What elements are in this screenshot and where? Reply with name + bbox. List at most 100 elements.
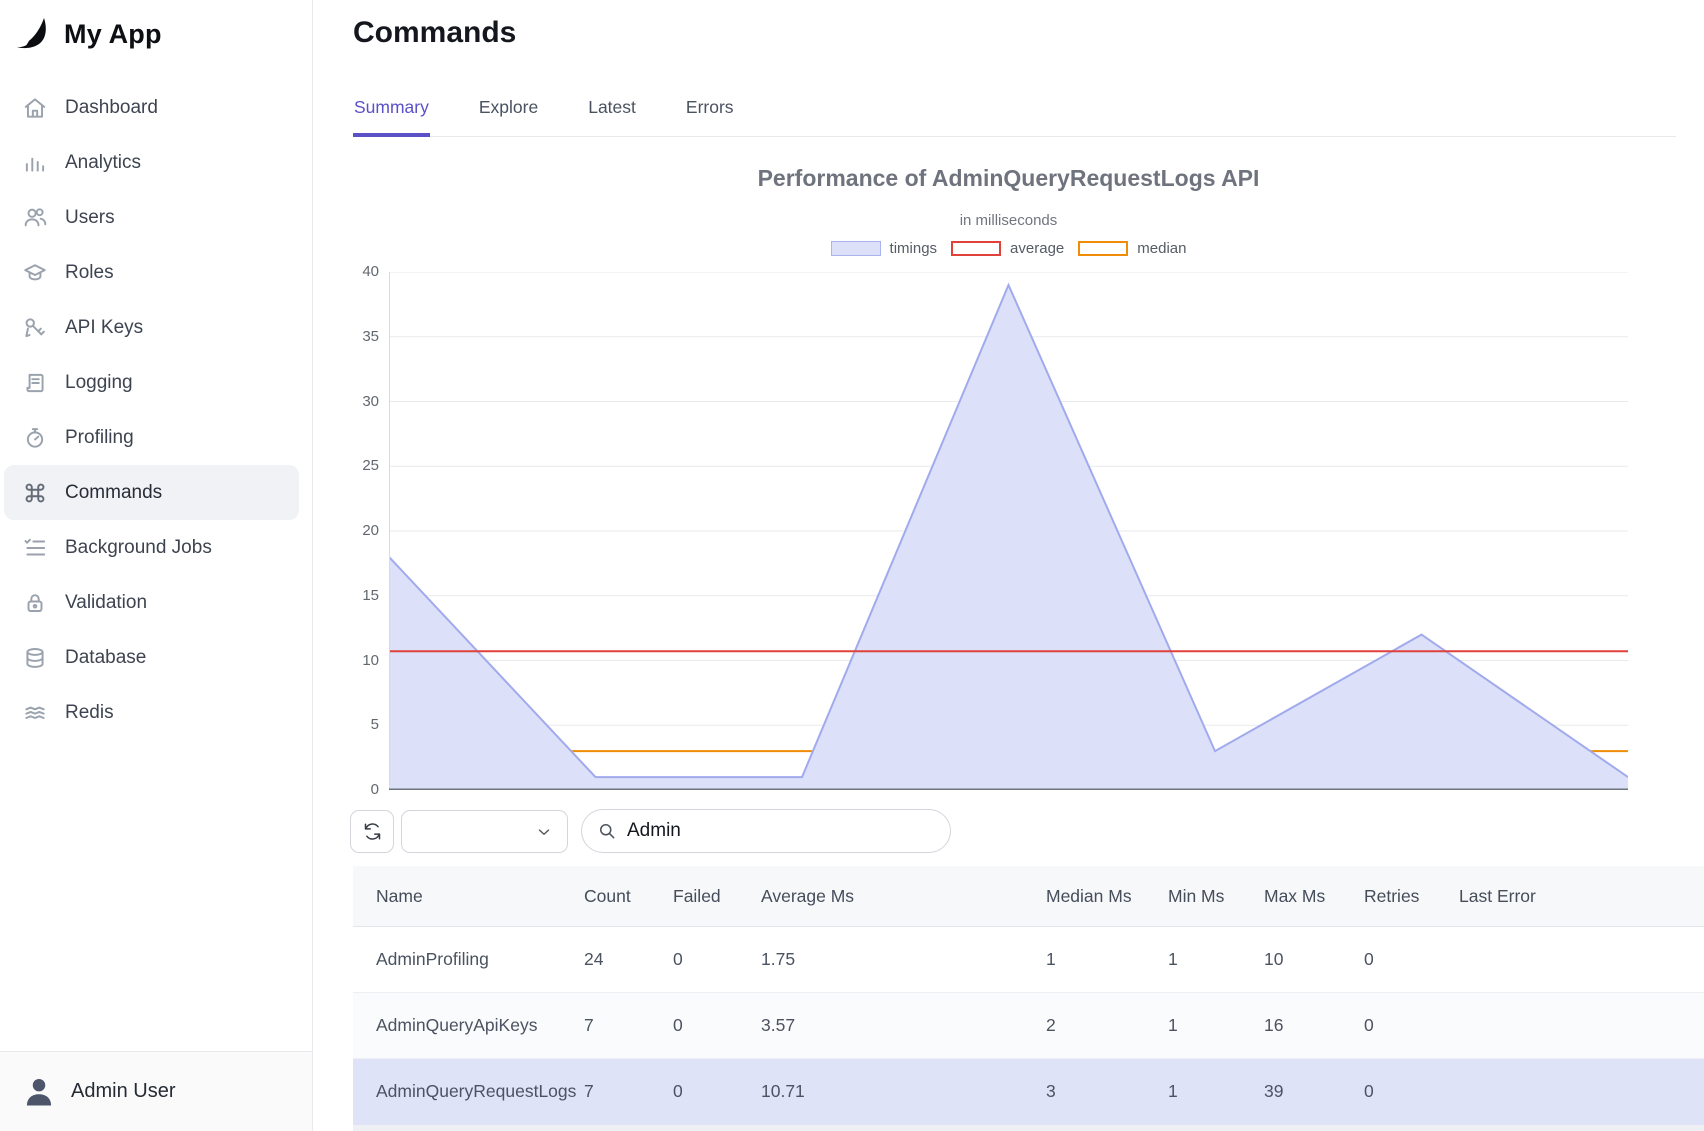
cell-retries: 0: [1364, 1081, 1374, 1101]
sidebar-item-label: Logging: [65, 371, 133, 393]
tab-bar: Summary Explore Latest Errors: [353, 97, 1676, 137]
sidebar-item-background-jobs[interactable]: Background Jobs: [4, 520, 299, 575]
sidebar-user[interactable]: Admin User: [0, 1051, 312, 1131]
search-box: [581, 809, 951, 853]
table-row[interactable]: AdminQueryRequestLogs 7 0 10.71 3 1 39 0: [353, 1059, 1704, 1125]
y-axis-label: 20: [362, 522, 379, 539]
sidebar-item-label: Validation: [65, 591, 148, 613]
main-content: Commands Summary Explore Latest Errors Perf…: [314, 0, 1704, 1131]
next-row-edge: [353, 1125, 1704, 1131]
legend-label: average: [1010, 240, 1065, 257]
sidebar-item-label: Database: [65, 646, 147, 668]
search-icon: [600, 824, 615, 839]
cell-max-ms: 10: [1264, 949, 1284, 969]
table-row[interactable]: AdminProfiling 24 0 1.75 1 1 10 0: [353, 927, 1704, 993]
page-title: Commands: [353, 16, 517, 49]
legend-swatch-median: [1078, 241, 1129, 256]
legend-label: timings: [889, 240, 938, 257]
sidebar-item-label: Dashboard: [65, 96, 158, 118]
cell-name: AdminProfiling: [376, 949, 489, 969]
sidebar-item-label: Profiling: [65, 426, 134, 448]
sidebar-item-users[interactable]: Users: [4, 190, 299, 245]
cell-average-ms: 1.75: [761, 949, 796, 969]
legend-swatch-timings: [830, 241, 881, 256]
cell-name: AdminQueryApiKeys: [376, 1015, 538, 1035]
legend-item-average[interactable]: average: [951, 240, 1064, 257]
cell-median-ms: 1: [1046, 949, 1056, 969]
sidebar-item-label: Commands: [65, 481, 163, 503]
table-header-row: Name Count Failed Average Ms Median Ms Min Ms…: [353, 866, 1704, 927]
sidebar: My App Dashboard Analytics Users Roles API K…: [0, 0, 313, 1131]
app-title: My App: [64, 18, 162, 49]
key-icon: [22, 315, 48, 341]
cell-retries: 0: [1364, 949, 1374, 969]
cell-failed: 0: [673, 949, 683, 969]
table-row[interactable]: AdminQueryApiKeys 7 0 3.57 2 1 16 0: [353, 993, 1704, 1059]
cell-retries: 0: [1364, 1015, 1374, 1035]
column-header-max-ms: Max Ms: [1264, 885, 1326, 906]
sidebar-item-validation[interactable]: Validation: [4, 575, 299, 630]
tab-errors[interactable]: Errors: [685, 97, 734, 117]
user-name: Admin User: [71, 1080, 176, 1102]
sidebar-item-redis[interactable]: Redis: [4, 685, 299, 740]
cell-max-ms: 39: [1264, 1081, 1284, 1101]
legend-swatch-average: [951, 241, 1002, 256]
home-icon: [22, 95, 48, 121]
legend-item-median[interactable]: median: [1078, 240, 1186, 257]
sidebar-item-label: Users: [65, 206, 115, 228]
app-logo[interactable]: My App: [13, 13, 162, 55]
bar-chart-icon: [22, 150, 48, 176]
tab-explore[interactable]: Explore: [478, 97, 539, 117]
sidebar-item-analytics[interactable]: Analytics: [4, 135, 299, 190]
legend-item-timings[interactable]: timings: [830, 240, 938, 257]
checklist-icon: [22, 535, 48, 561]
sidebar-item-commands[interactable]: Commands: [4, 465, 299, 520]
cell-count: 7: [584, 1015, 594, 1035]
column-header-last-error: Last Error: [1459, 885, 1536, 906]
filter-select[interactable]: [401, 810, 568, 853]
cell-max-ms: 16: [1264, 1015, 1284, 1035]
chevron-down-icon: [538, 828, 550, 835]
y-axis-label: 15: [362, 586, 379, 604]
users-icon: [22, 205, 48, 231]
cell-count: 7: [584, 1081, 594, 1101]
refresh-button[interactable]: [350, 810, 394, 853]
chart-subtitle: in milliseconds: [959, 212, 1058, 229]
cell-min-ms: 1: [1168, 1015, 1178, 1035]
sidebar-item-roles[interactable]: Roles: [4, 245, 299, 300]
sidebar-item-api-keys[interactable]: API Keys: [4, 300, 299, 355]
sidebar-item-label: Redis: [65, 701, 114, 723]
sidebar-item-profiling[interactable]: Profiling: [4, 410, 299, 465]
y-axis-label: 5: [370, 716, 379, 734]
search-input[interactable]: [627, 820, 935, 842]
sidebar-item-label: Analytics: [65, 151, 142, 173]
y-axis-label: 0: [370, 781, 379, 798]
cell-failed: 0: [673, 1081, 683, 1101]
performance-chart: [389, 272, 1628, 790]
column-header-name: Name: [376, 885, 423, 906]
lock-icon: [22, 590, 48, 616]
y-axis-label: 40: [362, 263, 379, 280]
commands-table: Name Count Failed Average Ms Median Ms Min Ms…: [353, 866, 1704, 1131]
refresh-icon: [364, 823, 380, 840]
cell-count: 24: [584, 949, 604, 969]
cell-min-ms: 1: [1168, 1081, 1178, 1101]
tab-latest[interactable]: Latest: [588, 97, 636, 117]
chart-legend: timings average median: [389, 240, 1628, 257]
cell-name: AdminQueryRequestLogs: [376, 1081, 577, 1101]
sidebar-item-label: API Keys: [65, 316, 144, 338]
sidebar-item-dashboard[interactable]: Dashboard: [4, 80, 299, 135]
command-icon: [22, 480, 48, 506]
sidebar-item-logging[interactable]: Logging: [4, 355, 299, 410]
column-header-average-ms: Average Ms: [761, 885, 855, 906]
sidebar-item-database[interactable]: Database: [4, 630, 299, 685]
tab-summary[interactable]: Summary: [353, 97, 430, 137]
column-header-retries: Retries: [1364, 885, 1420, 906]
cell-min-ms: 1: [1168, 949, 1178, 969]
document-icon: [22, 370, 48, 396]
sidebar-item-label: Roles: [65, 261, 114, 283]
app-logo-icon: [17, 18, 46, 49]
chart-title: Performance of AdminQueryRequestLogs API: [757, 165, 1260, 191]
cell-failed: 0: [673, 1015, 683, 1035]
